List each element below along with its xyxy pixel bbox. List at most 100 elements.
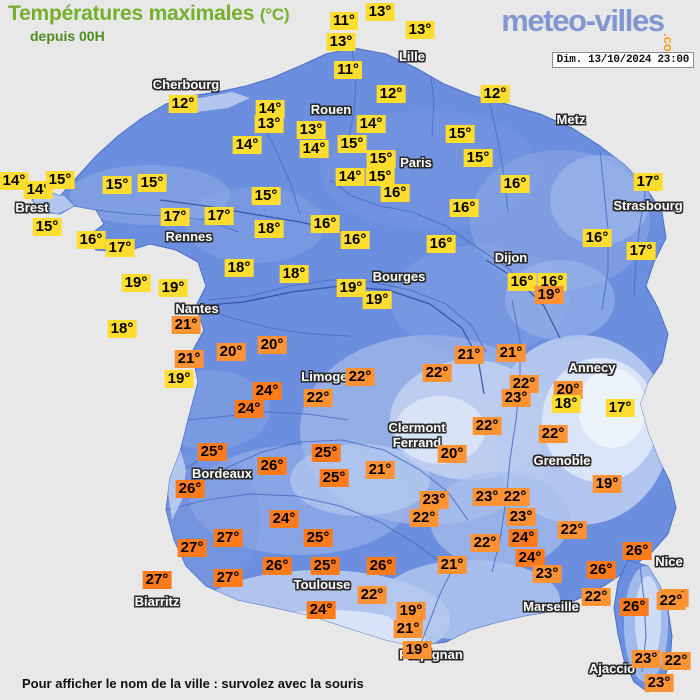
temperature-badge[interactable]: 20°: [216, 343, 246, 361]
temperature-badge[interactable]: 14°: [0, 172, 29, 190]
temperature-badge[interactable]: 15°: [32, 218, 62, 236]
temperature-badge[interactable]: 22°: [661, 652, 691, 670]
temperature-badge[interactable]: 21°: [171, 316, 201, 334]
city-label[interactable]: Limoges: [301, 369, 355, 384]
temperature-badge[interactable]: 24°: [252, 382, 282, 400]
city-label[interactable]: Clermont Ferrand: [388, 420, 446, 450]
temperature-badge[interactable]: 18°: [107, 320, 137, 338]
temperature-badge[interactable]: 23°: [472, 488, 502, 506]
temperature-badge[interactable]: 21°: [496, 344, 526, 362]
temperature-badge[interactable]: 21°: [365, 461, 395, 479]
temperature-badge[interactable]: 25°: [319, 469, 349, 487]
temperature-badge[interactable]: 15°: [337, 135, 367, 153]
temperature-badge[interactable]: 22°: [581, 588, 611, 606]
temperature-badge[interactable]: 16°: [500, 175, 530, 193]
temperature-badge[interactable]: 25°: [311, 444, 341, 462]
temperature-badge[interactable]: 22°: [357, 586, 387, 604]
city-label[interactable]: Annecy: [568, 360, 616, 375]
temperature-badge[interactable]: 13°: [405, 21, 435, 39]
temperature-badge[interactable]: 17°: [105, 239, 135, 257]
city-label[interactable]: Metz: [556, 112, 586, 127]
temperature-badge[interactable]: 20°: [437, 445, 467, 463]
temperature-badge[interactable]: 14°: [23, 181, 53, 199]
city-label[interactable]: Strasbourg: [613, 198, 683, 213]
temperature-badge[interactable]: 14°: [255, 100, 285, 118]
temperature-badge[interactable]: 25°: [310, 557, 340, 575]
temperature-badge[interactable]: 19°: [592, 475, 622, 493]
temperature-badge[interactable]: 27°: [213, 569, 243, 587]
temperature-badge[interactable]: 17°: [204, 207, 234, 225]
temperature-badge[interactable]: 19°: [121, 274, 151, 292]
temperature-badge[interactable]: 15°: [365, 168, 395, 186]
temperature-badge[interactable]: 17°: [605, 399, 635, 417]
temperature-badge[interactable]: 17°: [626, 242, 656, 260]
temperature-badge[interactable]: 15°: [251, 187, 281, 205]
temperature-badge[interactable]: 22°: [472, 417, 502, 435]
temperature-badge[interactable]: 21°: [393, 620, 423, 638]
temperature-badge[interactable]: 26°: [619, 598, 649, 616]
temperature-badge[interactable]: 17°: [160, 208, 190, 226]
site-logo[interactable]: meteo-villes.com: [501, 4, 694, 64]
temperature-badge[interactable]: 16°: [426, 235, 456, 253]
temperature-badge[interactable]: 12°: [168, 95, 198, 113]
temperature-badge[interactable]: 26°: [586, 561, 616, 579]
temperature-badge[interactable]: 22°: [345, 368, 375, 386]
temperature-badge[interactable]: 22°: [656, 592, 686, 610]
city-label[interactable]: Dijon: [494, 250, 528, 265]
temperature-badge[interactable]: 14°: [335, 168, 365, 186]
temperature-badge[interactable]: 18°: [224, 259, 254, 277]
temperature-badge[interactable]: 16°: [582, 229, 612, 247]
temperature-badge[interactable]: 14°: [299, 140, 329, 158]
temperature-badge[interactable]: 19°: [396, 602, 426, 620]
temperature-badge[interactable]: 19°: [534, 286, 564, 304]
temperature-badge[interactable]: 17°: [633, 173, 663, 191]
temperature-badge[interactable]: 24°: [508, 529, 538, 547]
temperature-badge[interactable]: 15°: [137, 174, 167, 192]
temperature-badge[interactable]: 19°: [336, 279, 366, 297]
city-label[interactable]: Bourges: [372, 269, 426, 284]
temperature-badge[interactable]: 23°: [631, 650, 661, 668]
temperature-badge[interactable]: 27°: [213, 529, 243, 547]
temperature-badge[interactable]: 16°: [380, 184, 410, 202]
temperature-badge[interactable]: 23°: [644, 674, 674, 692]
temperature-badge[interactable]: 26°: [175, 480, 205, 498]
city-label[interactable]: Lille: [398, 49, 426, 64]
temperature-badge[interactable]: 21°: [174, 350, 204, 368]
temperature-badge[interactable]: 23°: [506, 508, 536, 526]
temperature-badge[interactable]: 13°: [365, 3, 395, 21]
temperature-badge[interactable]: 23°: [501, 389, 531, 407]
temperature-badge[interactable]: 11°: [330, 12, 358, 30]
temperature-badge[interactable]: 23°: [532, 565, 562, 583]
city-label[interactable]: Grenoble: [533, 453, 591, 468]
temperature-badge[interactable]: 20°: [257, 336, 287, 354]
temperature-badge[interactable]: 24°: [306, 601, 336, 619]
temperature-badge[interactable]: 19°: [158, 279, 188, 297]
temperature-badge[interactable]: 16°: [76, 231, 106, 249]
temperature-badge[interactable]: 14°: [232, 136, 262, 154]
city-label[interactable]: Paris: [400, 155, 432, 170]
temperature-badge[interactable]: 22°: [538, 425, 568, 443]
city-label[interactable]: Bordeaux: [192, 466, 252, 481]
city-label[interactable]: Biarritz: [134, 594, 180, 609]
temperature-badge[interactable]: 19°: [402, 641, 432, 659]
city-label[interactable]: Ajaccio: [588, 661, 636, 676]
temperature-badge[interactable]: 12°: [376, 85, 406, 103]
temperature-badge[interactable]: 19°: [362, 291, 392, 309]
temperature-badge[interactable]: 19°: [164, 370, 194, 388]
temperature-badge[interactable]: 24°: [515, 549, 545, 567]
temperature-badge[interactable]: 23°: [419, 491, 449, 509]
temperature-badge[interactable]: 15°: [45, 171, 75, 189]
temperature-badge[interactable]: 22°: [509, 375, 539, 393]
temperature-badge[interactable]: 11°: [334, 61, 362, 79]
temperature-badge[interactable]: 16°: [449, 199, 479, 217]
temperature-badge[interactable]: 24°: [269, 510, 299, 528]
temperature-badge[interactable]: 18°: [254, 220, 284, 238]
temperature-badge[interactable]: 13°: [296, 121, 326, 139]
temperature-badge[interactable]: 26°: [366, 557, 396, 575]
temperature-badge[interactable]: 20°: [553, 381, 583, 399]
temperature-badge[interactable]: 15°: [445, 125, 475, 143]
temperature-badge[interactable]: 21°: [454, 346, 484, 364]
temperature-badge[interactable]: 27°: [142, 571, 172, 589]
temperature-badge[interactable]: 26°: [622, 542, 652, 560]
temperature-badge[interactable]: 21°: [437, 556, 467, 574]
